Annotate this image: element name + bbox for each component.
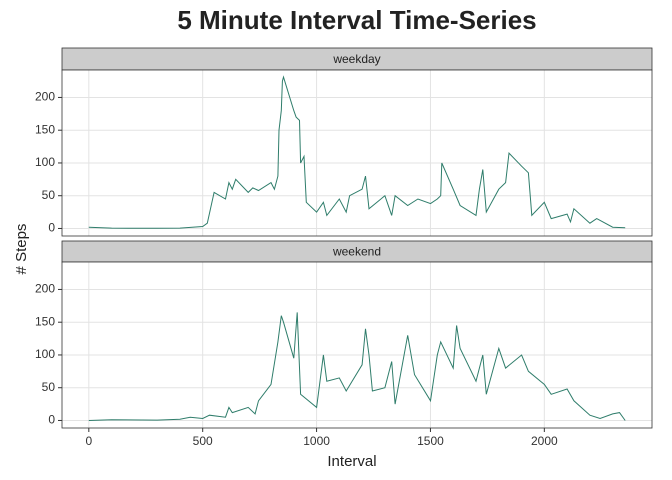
y-tick-label: 200	[35, 90, 55, 104]
panel-border	[61, 261, 653, 429]
x-axis-label: Interval	[327, 453, 376, 470]
panel	[62, 262, 652, 428]
y-tick-label: 150	[35, 122, 55, 136]
chart-title: 5 Minute Interval Time-Series	[177, 5, 536, 35]
x-tick-label: 1000	[303, 434, 330, 448]
y-tick-label: 0	[48, 413, 55, 427]
y-tick-label: 100	[35, 347, 55, 361]
x-tick-label: 0	[85, 434, 92, 448]
panel-border	[61, 69, 653, 237]
y-tick-label: 200	[35, 282, 55, 296]
strip-label: weekday	[332, 52, 380, 66]
y-tick-label: 50	[42, 380, 56, 394]
y-tick-label: 0	[48, 221, 55, 235]
x-tick-label: 2000	[531, 434, 558, 448]
y-tick-label: 50	[42, 188, 56, 202]
panel	[62, 70, 652, 236]
data-line	[88, 312, 626, 421]
data-line	[88, 75, 626, 229]
y-axis-label: # Steps	[13, 224, 30, 275]
y-tick-label: 100	[35, 155, 55, 169]
strip-label: weekend	[332, 245, 381, 259]
x-tick-label: 500	[193, 434, 213, 448]
x-tick-label: 1500	[417, 434, 444, 448]
y-tick-label: 150	[35, 314, 55, 328]
